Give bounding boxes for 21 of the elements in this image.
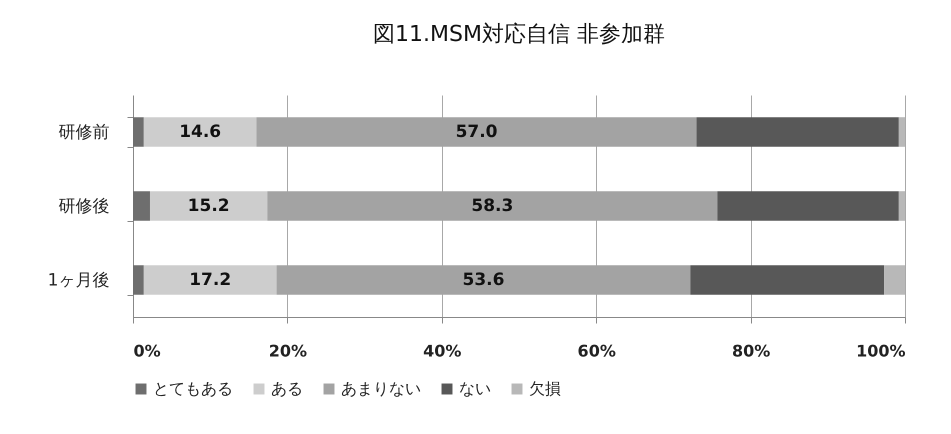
data-label: 15.2	[188, 196, 230, 216]
data-label: 58.3	[471, 196, 514, 216]
data-label: 17.2	[189, 270, 232, 290]
legend-label: とてもある	[153, 379, 233, 398]
data-label: 57.0	[456, 122, 498, 142]
x-tick-label: 20%	[268, 342, 308, 360]
x-tick-label: 80%	[732, 342, 770, 360]
legend-label: あまりない	[341, 379, 421, 398]
chart-title: 図11.MSM対応自信 非参加群	[373, 22, 665, 47]
legend-label: 欠損	[529, 379, 561, 398]
y-tick-label: 1ヶ月後	[48, 270, 110, 290]
x-tick-label: 40%	[423, 342, 462, 360]
legend-label: ない	[459, 379, 491, 398]
data-label: 14.6	[179, 122, 222, 142]
data-label: 53.6	[462, 270, 504, 290]
x-tick-label: 60%	[578, 342, 616, 360]
x-tick-label: 0%	[134, 342, 161, 360]
x-tick-label: 100%	[856, 342, 906, 360]
y-tick-label: 研修前	[58, 122, 110, 142]
y-tick-label: 研修後	[58, 196, 110, 216]
legend-label: ある	[271, 379, 303, 398]
